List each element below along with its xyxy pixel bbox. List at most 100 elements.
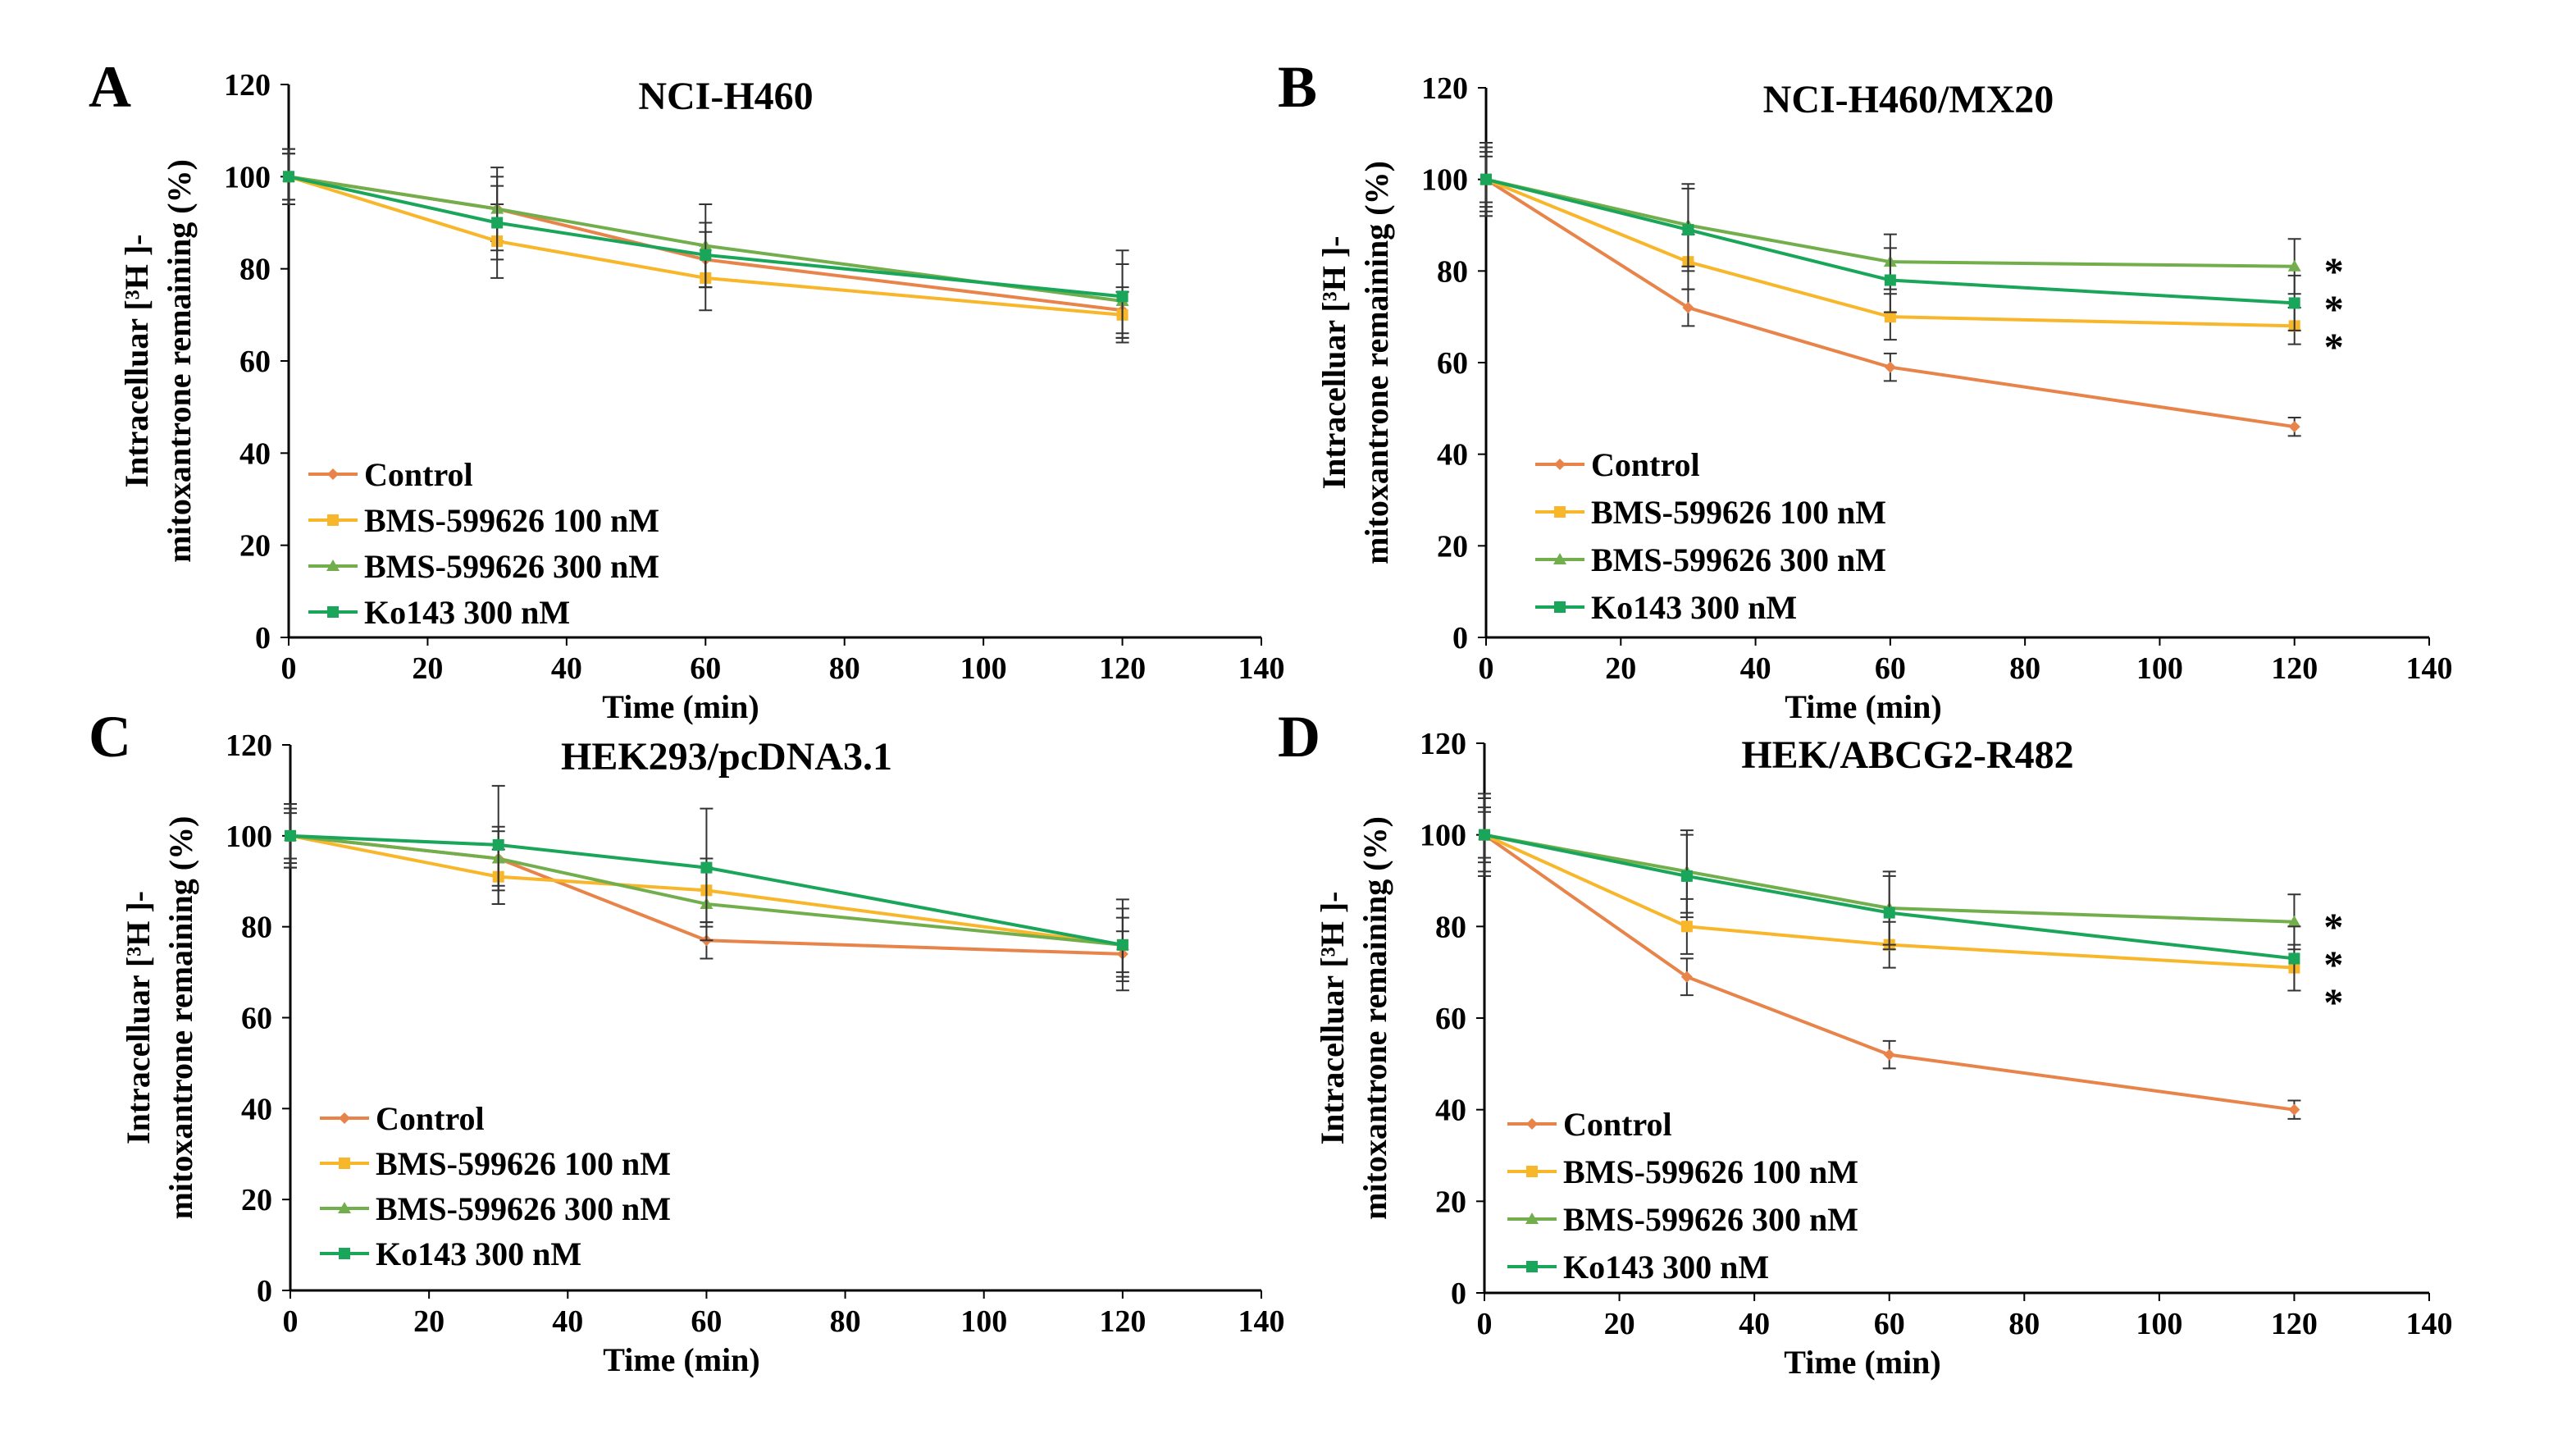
x-tick-label: 80 (2009, 651, 2040, 686)
y-tick-label: 40 (239, 436, 271, 471)
x-tick-label: 40 (552, 1304, 583, 1339)
y-tick-label: 80 (239, 253, 271, 287)
legend-item: BMS-599626 100 nM (308, 502, 659, 539)
y-tick-label: 20 (239, 529, 271, 564)
significance-star: * (2324, 326, 2344, 369)
data-point (1680, 870, 1693, 882)
x-tick-label: 20 (412, 651, 443, 686)
legend-marker (326, 559, 340, 571)
y-tick-label: 20 (1437, 529, 1468, 564)
legend-label: Ko143 300 nM (1563, 1249, 1769, 1286)
legend-item: BMS-599626 100 nM (320, 1145, 671, 1182)
legend-marker (1553, 553, 1566, 564)
y-tick-label: 40 (1435, 1094, 1466, 1128)
y-tick-label: 100 (224, 160, 271, 194)
y-tick-label: 120 (1421, 71, 1468, 106)
legend-label: BMS-599626 300 nM (1591, 541, 1886, 578)
significance-star: * (2324, 250, 2344, 294)
legend-label: Control (1563, 1106, 1672, 1143)
series-line (288, 175, 1123, 303)
legend-item: Control (320, 1100, 485, 1137)
legend-label: BMS-599626 100 nM (364, 502, 659, 539)
y-axis-title-line2: mitoxantrone remaining (%) (1356, 816, 1393, 1220)
data-point (492, 838, 504, 851)
data-point (1479, 829, 1490, 841)
y-tick-label: 100 (1420, 819, 1466, 853)
legend-label: Control (376, 1100, 485, 1137)
x-tick-label: 0 (281, 651, 297, 686)
x-tick-label: 0 (1479, 651, 1494, 686)
series-line (290, 833, 1124, 947)
y-tick-label: 100 (226, 820, 272, 854)
y-axis-title-line1: Intracelluar [³H ]- (118, 235, 155, 488)
legend-label: Ko143 300 nM (376, 1235, 581, 1272)
series-line (1484, 833, 2295, 961)
y-tick-label: 60 (1437, 346, 1468, 381)
x-tick-label: 80 (830, 1304, 861, 1339)
data-point (283, 171, 294, 183)
y-tick-label: 120 (1420, 727, 1466, 761)
x-tick-label: 0 (283, 1304, 299, 1339)
y-axis-title-line2: mitoxantrone remaining (%) (161, 159, 198, 563)
legend-item: BMS-599626 300 nM (320, 1190, 671, 1227)
chart-title: HEK293/pcDNA3.1 (561, 735, 892, 779)
legend-item: BMS-599626 300 nM (1535, 541, 1886, 578)
legend-marker (339, 1112, 350, 1124)
data-point (1116, 938, 1128, 951)
x-axis-title: Time (min) (603, 1341, 759, 1378)
series-line (1484, 177, 2296, 429)
legend-label: BMS-599626 300 nM (1563, 1201, 1858, 1238)
y-tick-label: 20 (1435, 1185, 1466, 1219)
chart-panel-b: 0 20 40 60 80 100 120 140 0 20 40 60 80 100 120 NCI-H46… (1278, 54, 2453, 725)
data-point (2288, 297, 2300, 309)
x-tick-label: 120 (2271, 651, 2318, 686)
y-axis-title-line1: Intracelluar [³H ]- (120, 891, 157, 1144)
significance-star: * (2323, 906, 2343, 949)
y-tick-label: 20 (241, 1183, 272, 1217)
x-axis-title: Time (min) (602, 688, 759, 725)
panel-letter: A (89, 54, 131, 120)
x-tick-label: 120 (1099, 651, 1146, 686)
legend-marker (338, 1202, 351, 1213)
legend-marker (339, 1248, 350, 1259)
legend-marker (1525, 1213, 1539, 1224)
x-tick-label: 100 (960, 1304, 1007, 1339)
data-point (1116, 290, 1128, 303)
y-tick-label: 100 (1421, 163, 1468, 198)
x-tick-label: 20 (1604, 1307, 1635, 1341)
data-point (1884, 311, 1896, 323)
x-axis-title: Time (min) (1785, 688, 1941, 725)
legend-label: BMS-599626 100 nM (1563, 1153, 1858, 1190)
legend-label: Control (1591, 446, 1700, 483)
x-tick-label: 60 (690, 651, 721, 686)
legend-marker (1526, 1118, 1538, 1130)
legend-label: Ko143 300 nM (1591, 589, 1797, 626)
series-line (1485, 177, 2295, 305)
x-tick-label: 60 (691, 1304, 722, 1339)
legend-marker (339, 1158, 350, 1169)
panel-letter: B (1278, 54, 1317, 120)
y-tick-label: 120 (224, 68, 271, 103)
y-tick-label: 0 (255, 621, 271, 655)
y-tick-label: 40 (241, 1092, 272, 1126)
chart-title: HEK/ABCG2-R482 (1741, 733, 2073, 777)
panel-letter: C (89, 704, 131, 770)
legend-marker (1526, 1166, 1538, 1177)
series-line (1483, 833, 2295, 1112)
series-ko143-300-nm (284, 784, 1129, 983)
legend-item: Ko143 300 nM (320, 1235, 581, 1272)
data-point (1883, 1048, 1895, 1061)
data-point (1680, 920, 1693, 933)
x-tick-label: 40 (1739, 1307, 1770, 1341)
legend-item: Ko143 300 nM (308, 594, 570, 631)
legend-item: BMS-599626 100 nM (1535, 494, 1886, 531)
x-tick-label: 40 (551, 651, 582, 686)
x-tick-label: 100 (2136, 651, 2183, 686)
legend-label: Control (364, 456, 473, 493)
x-axis-title: Time (min) (1784, 1344, 1940, 1381)
legend-item: Ko143 300 nM (1507, 1249, 1769, 1286)
legend-marker (1554, 601, 1566, 613)
data-point (1884, 361, 1896, 373)
legend-item: Control (1535, 446, 1700, 483)
series-line (288, 175, 1123, 299)
